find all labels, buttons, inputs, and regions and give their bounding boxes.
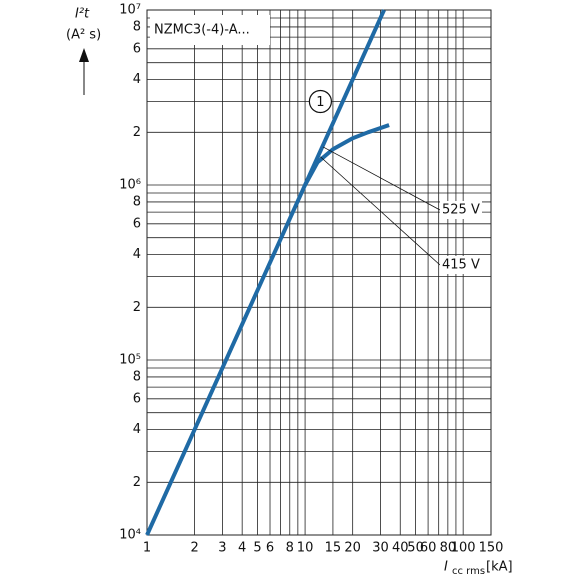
y-tick-label: 4 — [133, 247, 141, 262]
y-tick-label: 2 — [133, 300, 141, 315]
plot-frame — [146, 9, 492, 536]
y-tick-label: 10⁶ — [119, 178, 141, 193]
grid — [146, 9, 492, 536]
chart-title: NZMC3(-4)-A... — [154, 23, 250, 38]
x-tick-label: 150 — [479, 541, 504, 556]
y-tick-label: 4 — [133, 422, 141, 437]
x-tick-label: 100 — [451, 541, 476, 556]
x-tick-label: 4 — [238, 541, 246, 556]
x-tick-label: 50 — [407, 541, 424, 556]
x-tick-label: 1 — [143, 541, 151, 556]
y-tick-label: 10⁵ — [119, 353, 141, 368]
x-tick-label: 2 — [190, 541, 198, 556]
y-tick-label: 8 — [133, 19, 141, 34]
x-tick-label: 6 — [266, 541, 274, 556]
x-tick-label: 15 — [325, 541, 342, 556]
annotation-label: 1 — [316, 95, 324, 110]
y-tick-label: 6 — [133, 216, 141, 231]
y-tick-label: 6 — [133, 41, 141, 56]
y-tick-label: 2 — [133, 475, 141, 490]
annotation-leader — [320, 156, 441, 266]
x-tick-label: 40 — [392, 541, 409, 556]
x-tick-label: 20 — [344, 541, 361, 556]
series-line — [303, 123, 390, 186]
x-axis-label: I — [444, 560, 448, 575]
x-tick-label: 30 — [372, 541, 389, 556]
x-axis-unit: [kA] — [486, 560, 513, 575]
y-tick-label: 8 — [133, 194, 141, 209]
title-box — [150, 15, 270, 45]
y-tick-label: 8 — [133, 369, 141, 384]
annotation-circle — [308, 89, 333, 114]
series-line — [145, 9, 386, 536]
y-tick-label: 10⁴ — [119, 528, 141, 543]
annotation-bg — [440, 256, 482, 274]
y-arrow-head — [79, 48, 89, 62]
x-tick-label: 80 — [440, 541, 457, 556]
annotation-leader — [322, 146, 441, 211]
annotation-label: 415 V — [442, 258, 480, 273]
x-tick-label: 60 — [420, 541, 437, 556]
x-tick-label: 10 — [297, 541, 314, 556]
y-tick-label: 4 — [133, 72, 141, 87]
x-tick-label: 5 — [253, 541, 261, 556]
y-tick-label: 10⁷ — [119, 3, 141, 18]
annotation-label: 525 V — [442, 203, 480, 218]
y-axis-unit: (A² s) — [66, 28, 101, 43]
annotation-bg — [440, 201, 482, 219]
y-axis-label: I²t — [75, 7, 90, 22]
x-axis-sub: cc rms — [452, 566, 485, 577]
x-tick-label: 3 — [218, 541, 226, 556]
x-tick-label: 8 — [286, 541, 294, 556]
y-tick-label: 2 — [133, 125, 141, 140]
y-tick-label: 6 — [133, 391, 141, 406]
